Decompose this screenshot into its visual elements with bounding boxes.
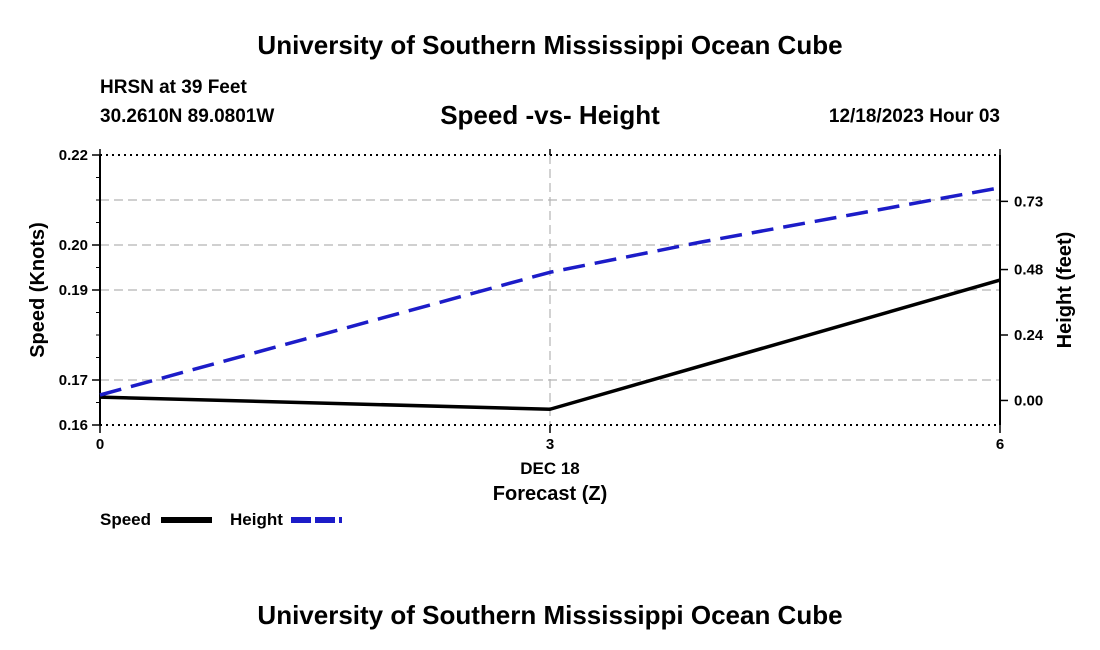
legend-speed-label: Speed <box>100 510 152 529</box>
station-name: HRSN at 39 Feet <box>100 77 247 98</box>
axis-ticks: 0.16 0.17 0.19 0.20 0.22 0.00 0.24 0.48 0.73 0 3 6 <box>59 147 1044 453</box>
grid-layer <box>100 155 1000 425</box>
y-axis-label: Speed (Knots) <box>27 222 49 358</box>
x-tick-label: 3 <box>546 436 554 453</box>
legend-height-label: Height <box>230 510 283 529</box>
speed-height-chart: 0.160.170.190.200.220.000.240.480.730 3 6 … <box>27 147 1076 523</box>
series-layer <box>99 186 1001 411</box>
y-tick-label: 0.20 <box>59 237 88 254</box>
y2-tick-label: 0.24 <box>1014 327 1044 344</box>
y-tick-label: 0.19 <box>59 282 88 299</box>
footer-title: University of Southern Mississippi Ocean… <box>257 600 843 630</box>
y-tick-label: 0.17 <box>59 372 88 389</box>
page-title: University of Southern Mississippi Ocean… <box>257 30 843 60</box>
x-tick-label: 0 <box>96 436 104 453</box>
x-tick-label: 6 <box>996 436 1004 453</box>
series-line-speed <box>99 278 1001 411</box>
x-axis-sublabel: DEC 18 <box>520 459 580 478</box>
y-tick-label: 0.22 <box>59 147 88 164</box>
y2-axis-label: Height (feet) <box>1054 232 1076 349</box>
y-tick-label: 0.16 <box>59 417 88 434</box>
chart-datetime: 12/18/2023 Hour 03 <box>828 106 1000 127</box>
axis-labels: DEC 18 Forecast (Z) Speed (Knots) Height (f… <box>27 222 1076 505</box>
y2-tick-label: 0.00 <box>1014 392 1043 409</box>
chart-title: Speed -vs- Height <box>440 100 660 130</box>
series-line-height <box>99 186 1001 397</box>
x-axis-label: Forecast (Z) <box>493 483 607 505</box>
y2-tick-label: 0.73 <box>1014 193 1043 210</box>
y2-tick-label: 0.48 <box>1014 262 1043 279</box>
station-coordinates: 30.2610N 89.0801W <box>100 106 275 127</box>
